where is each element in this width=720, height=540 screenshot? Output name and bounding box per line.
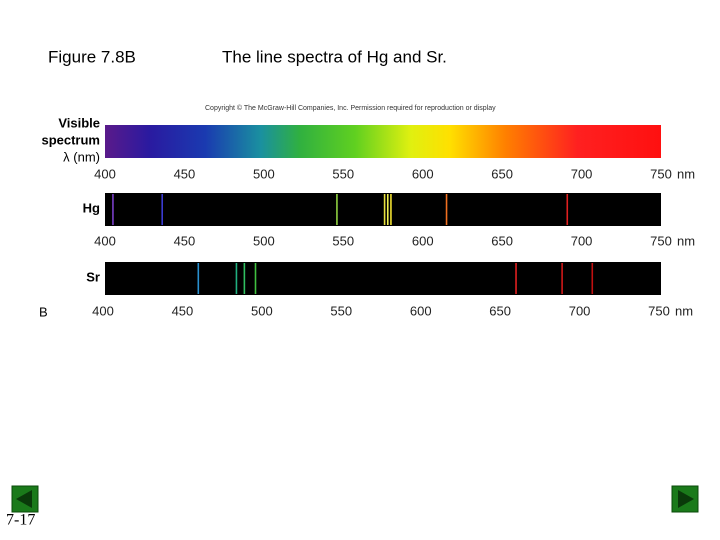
x-tick-label: 450	[174, 233, 196, 248]
prev-button[interactable]	[11, 485, 39, 513]
visible-label: λ (nm)	[63, 149, 100, 164]
axis-unit: nm	[677, 233, 695, 248]
x-tick-label: 450	[172, 303, 194, 318]
x-tick-label: 400	[94, 233, 116, 248]
x-tick-label: 700	[569, 303, 591, 318]
prev-arrow[interactable]	[16, 490, 32, 508]
x-tick-label: 500	[253, 166, 275, 181]
x-tick-label: 750	[650, 166, 672, 181]
figure-label: Figure 7.8B	[48, 47, 136, 66]
x-tick-label: 400	[92, 303, 114, 318]
visible-spectrum	[105, 125, 661, 158]
x-tick-label: 600	[410, 303, 432, 318]
x-tick-label: 450	[174, 166, 196, 181]
x-tick-label: 700	[571, 233, 593, 248]
next-button[interactable]	[671, 485, 699, 513]
x-tick-label: 700	[571, 166, 593, 181]
x-tick-label: 600	[412, 166, 434, 181]
x-tick-label: 750	[648, 303, 670, 318]
sr-label: Sr	[86, 269, 100, 284]
hg-label: Hg	[83, 200, 100, 215]
x-tick-label: 550	[330, 303, 352, 318]
axis-unit: nm	[677, 166, 695, 181]
x-tick-label: 550	[332, 166, 354, 181]
x-tick-label: 650	[491, 166, 513, 181]
x-tick-label: 650	[491, 233, 513, 248]
page-number: 7-17	[6, 512, 35, 529]
sr-spectrum	[105, 262, 661, 295]
hg-spectrum	[105, 193, 661, 226]
axis-unit: nm	[675, 303, 693, 318]
x-tick-label: 750	[650, 233, 672, 248]
slide-title: The line spectra of Hg and Sr.	[222, 47, 447, 66]
x-tick-label: 500	[251, 303, 273, 318]
x-tick-label: 400	[94, 166, 116, 181]
next-arrow[interactable]	[678, 490, 694, 508]
visible-label: spectrum	[41, 132, 100, 147]
visible-label: Visible	[58, 115, 100, 130]
copyright: Copyright © The McGraw-Hill Companies, I…	[205, 104, 496, 112]
x-tick-label: 600	[412, 233, 434, 248]
panel-label: B	[39, 304, 48, 319]
x-tick-label: 650	[489, 303, 511, 318]
x-tick-label: 500	[253, 233, 275, 248]
x-tick-label: 550	[332, 233, 354, 248]
